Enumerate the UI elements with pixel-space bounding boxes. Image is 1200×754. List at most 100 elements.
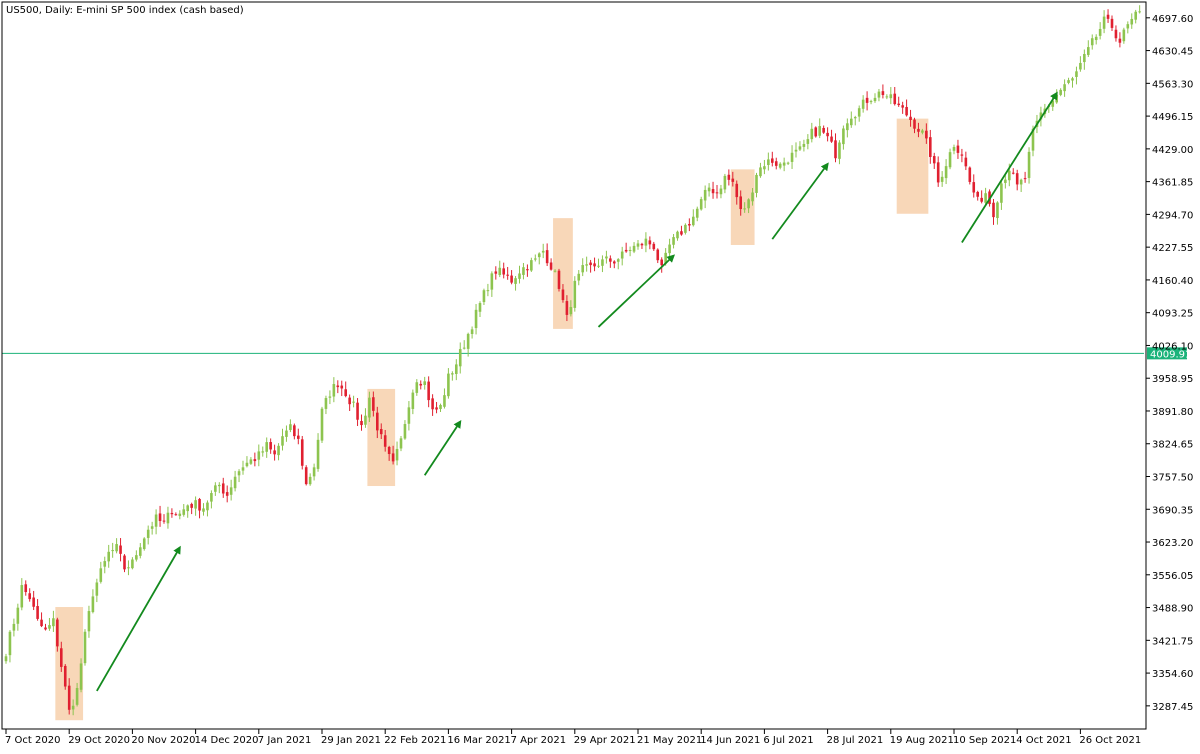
candle [210,490,213,509]
x-axis: 7 Oct 2020 29 Oct 2020 20 Nov 2020 14 Dec 2… [5,729,1141,746]
candle-body-up [1126,24,1130,29]
candle-body-up [676,231,679,239]
candle [605,250,608,264]
candle-body-up [229,487,233,495]
candle-body-up [514,278,517,284]
candle [458,342,462,374]
candle [16,603,20,631]
candle [336,380,340,394]
candle [782,157,786,172]
candle-body-up [4,656,8,662]
candle-body-up [767,159,770,166]
candle-body-down [956,145,960,153]
candle-body-down [593,263,596,267]
x-tick-label: 26 Oct 2021 [1079,735,1141,746]
candle-body-up [632,245,636,252]
candle-body-up [842,128,845,145]
candle [194,496,197,516]
candle-body-up [763,166,766,170]
candle-body-up [186,505,189,512]
candle [865,91,869,111]
candle-body-up [1008,170,1011,181]
candle-body-up [154,514,158,527]
candle [640,242,644,249]
y-tick-label: 4630.45 [1152,47,1193,58]
x-tick-label: 6 Jul 2021 [763,735,813,746]
candle [356,398,359,427]
candle-body-down [419,383,423,386]
candle-body-up [664,252,667,264]
candle-body-down [162,520,166,522]
candle-body-up [451,373,454,375]
candle [609,255,612,268]
candle [1130,13,1134,29]
candle-body-up [455,364,458,374]
candle [447,368,450,399]
candle [8,630,12,663]
x-tick-label: 4 Oct 2021 [1016,735,1071,746]
candle [838,140,841,165]
candle-body-down [383,435,387,447]
candle-body-up [798,146,802,150]
candle [12,618,16,637]
candle [1126,21,1130,34]
candle [980,190,983,204]
candle-body-up [470,329,474,334]
candle [297,428,300,445]
candle-body-down [557,270,561,289]
candle [1090,34,1094,50]
x-tick-label: 21 May 2021 [637,735,702,746]
candle-body-down [936,162,940,183]
candle-body-down [917,128,920,132]
candle [1138,5,1141,14]
candle-body-up [146,529,150,538]
candle-body-down [731,178,735,182]
candle-body-up [850,118,853,126]
candle-body-up [87,611,91,632]
candle-body-down [198,499,201,511]
candle-body-up [802,143,806,147]
candle-body-up [889,94,893,99]
candle [462,340,466,350]
candle-body-down [60,648,63,667]
candle [1067,77,1070,85]
candle-body-up [1102,16,1106,29]
y-tick-label: 4429.00 [1152,145,1193,156]
candle-body-up [1039,112,1043,120]
candle [624,242,628,253]
candle [202,503,205,516]
level-price-label-bg [1147,347,1187,360]
candle-body-down [909,116,912,120]
candle [36,599,39,621]
candle-body-up [202,508,205,512]
candle-body-down [589,262,592,266]
candle [225,485,229,503]
candle [581,258,584,277]
x-tick-label: 29 Oct 2020 [68,735,130,746]
candle [119,538,122,562]
candle-body-up [597,265,600,267]
candle [534,254,537,262]
candle [577,270,581,286]
candle-body-up [1083,53,1086,63]
candle [265,437,268,458]
candle-body-down [336,385,340,388]
candle-body-down [119,545,122,554]
y-tick-label: 4093.25 [1152,309,1193,320]
y-tick-label: 3690.35 [1152,505,1193,516]
candle [565,295,569,322]
candle [229,479,233,501]
candle-body-up [142,538,146,550]
candle-body-up [237,471,241,476]
candle-body-up [877,91,881,98]
x-tick-label: 20 Nov 2020 [131,735,195,746]
candle [415,379,419,396]
candle [774,157,778,170]
candle [925,123,928,144]
candle [929,129,932,164]
candle-body-up [692,216,695,226]
candle-body-up [1000,183,1003,203]
candle-body-down [1118,38,1122,43]
